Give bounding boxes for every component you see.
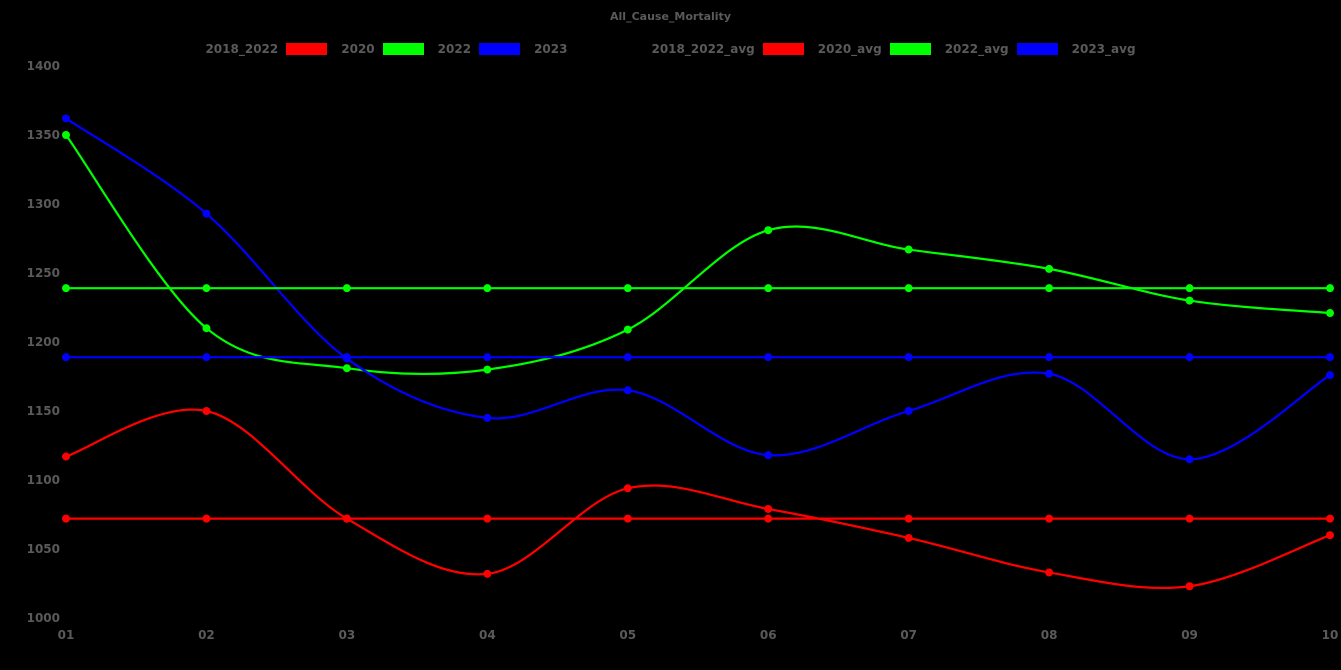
chart-title: All_Cause_Mortality — [610, 10, 731, 23]
legend-label: 2023 — [534, 42, 568, 56]
series-marker-2020_avg — [342, 514, 351, 523]
x-axis-tick-label: 09 — [1181, 628, 1198, 642]
legend-label: 2020 — [341, 42, 375, 56]
y-axis-tick-label: 1150 — [27, 404, 60, 418]
series-marker-2022_avg — [62, 284, 70, 293]
series-marker-2022_avg — [764, 284, 773, 293]
series-marker-2023_avg — [764, 353, 773, 362]
legend-swatch — [382, 43, 424, 55]
legend-swatch — [286, 43, 328, 55]
x-axis-tick-label: 05 — [619, 628, 636, 642]
series-marker-2022 — [904, 245, 913, 254]
series-marker-2020_avg — [483, 514, 492, 523]
series-marker-2020 — [1326, 531, 1334, 540]
series-marker-2022_avg — [202, 284, 211, 293]
legend-label: 2018_2022 — [205, 42, 279, 56]
legend-swatch — [479, 43, 521, 55]
y-axis-tick-label: 1400 — [27, 59, 60, 73]
x-axis-tick-label: 01 — [58, 628, 75, 642]
series-marker-2020 — [1045, 568, 1054, 577]
series-marker-2023_avg — [1326, 353, 1334, 362]
series-marker-2022_avg — [1045, 284, 1054, 293]
x-axis-tick-label: 02 — [198, 628, 215, 642]
legend-label: 2020_avg — [817, 42, 882, 56]
series-marker-2020 — [483, 569, 492, 578]
series-marker-2023 — [904, 407, 913, 415]
series-line-2023 — [65, 117, 1331, 461]
y-axis-tick-label: 1350 — [27, 128, 60, 142]
series-marker-2022 — [342, 364, 351, 373]
series-marker-2022_avg — [1185, 284, 1194, 293]
series-marker-2022 — [202, 324, 211, 333]
y-axis-tick-label: 1300 — [27, 197, 60, 211]
series-marker-2020 — [1185, 582, 1194, 591]
chart-legend: 2018_2022 2020 2022 2023 2018_2022_avg 2020_a… — [0, 42, 1341, 56]
series-marker-2020 — [904, 533, 913, 542]
legend-label: 2022 — [437, 42, 472, 56]
series-marker-2023 — [1326, 371, 1334, 380]
series-marker-2023 — [1185, 455, 1194, 464]
series-marker-2022_avg — [483, 284, 492, 293]
series-marker-2023 — [62, 114, 70, 123]
series-marker-2023_avg — [62, 353, 70, 362]
series-marker-2023 — [483, 413, 492, 422]
series-marker-2022 — [764, 226, 773, 235]
series-marker-2022_avg — [904, 284, 913, 293]
y-axis-tick-label: 1100 — [27, 473, 60, 487]
legend-swatch — [889, 43, 931, 55]
x-axis-tick-label: 08 — [1041, 628, 1058, 642]
series-marker-2022 — [1045, 264, 1054, 273]
legend-swatch — [762, 43, 804, 55]
series-marker-2020_avg — [623, 514, 632, 523]
series-marker-2023 — [202, 209, 211, 218]
y-axis-tick-label: 1050 — [27, 542, 60, 556]
series-marker-2022 — [483, 365, 492, 374]
series-marker-2022 — [1185, 296, 1194, 305]
series-marker-2023_avg — [1045, 353, 1054, 362]
series-marker-2020_avg — [202, 514, 211, 523]
series-line-2022 — [65, 134, 1331, 376]
series-marker-2020_avg — [62, 514, 70, 523]
y-axis-tick-label: 1000 — [27, 611, 60, 625]
series-marker-2020 — [623, 484, 632, 493]
x-axis-tick-label: 04 — [479, 628, 496, 642]
series-line-2020 — [65, 408, 1331, 590]
series-marker-2020 — [62, 452, 70, 461]
x-axis-tick-label: 03 — [339, 628, 356, 642]
series-marker-2022 — [623, 325, 632, 334]
series-marker-2020_avg — [1326, 514, 1334, 523]
legend-swatch — [1016, 43, 1058, 55]
series-marker-2020_avg — [1045, 514, 1054, 523]
series-marker-2020_avg — [904, 514, 913, 523]
series-marker-2023 — [1045, 369, 1054, 378]
series-marker-2023_avg — [202, 353, 211, 362]
series-marker-2020 — [764, 504, 773, 513]
series-marker-2023_avg — [904, 353, 913, 362]
series-marker-2022_avg — [1326, 284, 1334, 293]
y-axis-tick-label: 1250 — [27, 266, 60, 280]
series-marker-2020 — [202, 407, 211, 415]
x-axis-tick-label: 10 — [1322, 628, 1339, 642]
series-marker-2022_avg — [623, 284, 632, 293]
x-axis-tick-label: 06 — [760, 628, 777, 642]
x-axis-tick-label: 07 — [900, 628, 917, 642]
series-marker-2022 — [62, 131, 70, 139]
series-marker-2023 — [764, 451, 773, 460]
series-marker-2023_avg — [1185, 353, 1194, 362]
legend-label: 2018_2022_avg — [651, 42, 755, 56]
y-axis-tick-label: 1200 — [27, 335, 60, 349]
legend-label: 2023_avg — [1071, 42, 1136, 56]
series-marker-2020_avg — [764, 514, 773, 523]
series-marker-2022 — [1326, 309, 1334, 318]
series-marker-2023 — [623, 386, 632, 395]
series-marker-2023_avg — [623, 353, 632, 362]
series-marker-2020_avg — [1185, 514, 1194, 523]
series-marker-2023_avg — [342, 353, 351, 362]
legend-label: 2022_avg — [944, 42, 1009, 56]
series-marker-2023_avg — [483, 353, 492, 362]
series-marker-2022_avg — [342, 284, 351, 293]
